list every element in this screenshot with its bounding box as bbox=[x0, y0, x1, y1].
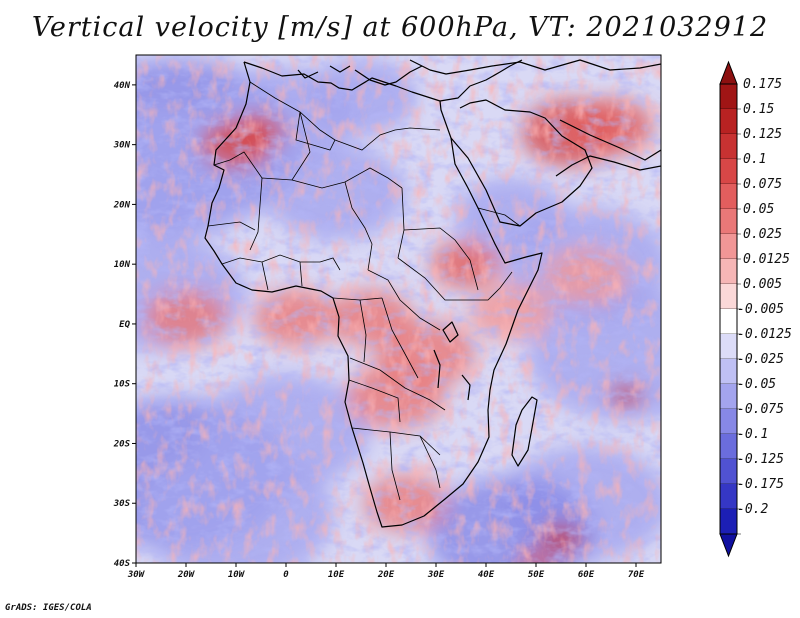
colorbar-swatch bbox=[720, 84, 737, 109]
lat-tick-label: 40S bbox=[114, 559, 131, 569]
lon-tick-label: 20E bbox=[377, 570, 395, 580]
colorbar-label: 0.175 bbox=[743, 77, 782, 92]
lon-tick-label: 10E bbox=[328, 570, 345, 580]
colorbar-swatch bbox=[720, 234, 737, 259]
colorbar-swatch bbox=[720, 159, 737, 184]
colorbar: 0.175 0.15 0.125 0.1 0.075 0.05 0.025 0.0125 0.0… bbox=[719, 60, 792, 558]
lat-axis: 40N 30N 20N 10N EQ 10S 20S 30S 40S bbox=[113, 81, 136, 569]
lat-tick-label: 20S bbox=[113, 439, 131, 449]
lon-tick-label: 10W bbox=[228, 570, 246, 580]
colorbar-swatch bbox=[720, 209, 737, 234]
lon-axis: 30W 20W 10W 0 10E 20E 30E 40E 50E 60E 70E bbox=[127, 563, 645, 580]
colorbar-swatch bbox=[720, 409, 737, 434]
colorbar-swatch bbox=[720, 184, 737, 209]
colorbar-swatch bbox=[720, 309, 737, 334]
lat-tick-label: 10S bbox=[114, 380, 131, 390]
lon-tick-label: 30E bbox=[427, 570, 445, 580]
chart-title: Vertical velocity [m/s] at 600hPa, VT: 2… bbox=[31, 12, 769, 43]
colorbar-bottom-arrow bbox=[719, 533, 738, 558]
lon-tick-label: 0 bbox=[283, 570, 289, 580]
colorbar-frame bbox=[719, 83, 738, 535]
colorbar-label: -0.0125 bbox=[737, 327, 792, 342]
colorbar-swatch bbox=[720, 259, 737, 284]
colorbar-label: 0.1 bbox=[743, 152, 766, 167]
lon-tick-label: 50E bbox=[528, 570, 545, 580]
coastlines bbox=[204, 59, 661, 528]
colorbar-swatch bbox=[720, 459, 737, 484]
colorbar-swatch bbox=[720, 284, 737, 309]
colorbar-top-arrow bbox=[719, 60, 738, 85]
colorbar-swatch bbox=[720, 134, 737, 159]
lat-tick-label: 20N bbox=[113, 200, 131, 210]
plot-frame bbox=[135, 54, 662, 564]
lon-tick-label: 60E bbox=[578, 570, 595, 580]
lon-tick-label: 70E bbox=[628, 570, 645, 580]
colorbar-label: -0.05 bbox=[737, 377, 776, 392]
colorbar-label: 0.005 bbox=[743, 277, 782, 292]
colorbar-label: 0.15 bbox=[743, 102, 774, 117]
colorbar-label: 0.125 bbox=[743, 127, 782, 142]
lon-tick-label: 20W bbox=[177, 570, 196, 580]
lon-tick-label: 40E bbox=[478, 570, 495, 580]
colorbar-swatch bbox=[720, 109, 737, 134]
colorbar-label: -0.025 bbox=[737, 352, 784, 367]
colorbar-swatch bbox=[720, 434, 737, 459]
colorbar-label: 0.025 bbox=[743, 227, 782, 242]
lat-tick-label: 30N bbox=[113, 141, 131, 151]
colorbar-label: -0.2 bbox=[737, 502, 768, 517]
colorbar-label: -0.125 bbox=[737, 452, 784, 467]
colorbar-label: -0.1 bbox=[737, 427, 768, 442]
colorbar-swatch bbox=[720, 384, 737, 409]
lat-tick-label: EQ bbox=[119, 320, 130, 330]
colorbar-swatch bbox=[720, 334, 737, 359]
colorbar-label: 0.0125 bbox=[743, 252, 790, 267]
country-borders bbox=[207, 81, 521, 501]
colorbar-label: -0.005 bbox=[737, 302, 784, 317]
colorbar-label: 0.05 bbox=[743, 202, 774, 217]
lat-tick-label: 40N bbox=[114, 81, 131, 91]
lon-tick-label: 30W bbox=[127, 570, 146, 580]
lat-tick-label: 10N bbox=[114, 260, 131, 270]
grads-credit: GrADS: IGES/COLA bbox=[5, 603, 92, 613]
colorbar-swatch bbox=[720, 509, 737, 534]
colorbar-label: -0.175 bbox=[737, 477, 784, 492]
colorbar-label: 0.075 bbox=[743, 177, 782, 192]
colorbar-swatch bbox=[720, 484, 737, 509]
colorbar-swatch bbox=[720, 359, 737, 384]
ascent-texture bbox=[136, 55, 661, 563]
colorbar-label: -0.075 bbox=[737, 402, 784, 417]
lat-tick-label: 30S bbox=[113, 499, 131, 509]
